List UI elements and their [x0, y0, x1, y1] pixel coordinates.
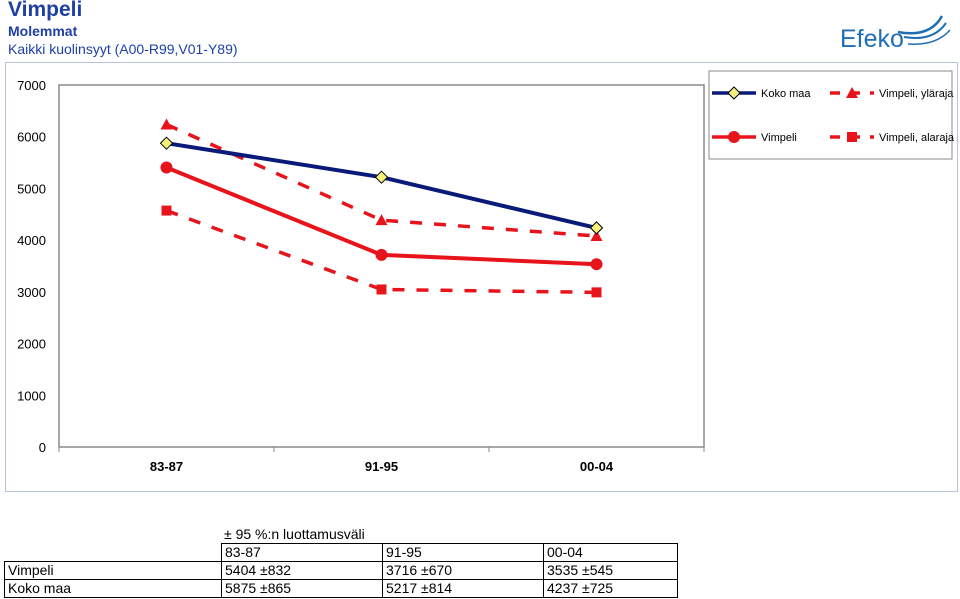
ci-row-label: Koko maa: [4, 579, 222, 598]
data-point: [375, 214, 388, 226]
y-tick-label: 6000: [17, 130, 46, 145]
ci-corner: [5, 544, 222, 562]
efeko-logo: Efeko: [840, 15, 951, 53]
legend-label: Vimpeli, yläraja: [879, 88, 954, 100]
data-point: [160, 161, 173, 174]
data-point: [591, 287, 602, 298]
data-point: [159, 136, 174, 150]
ci-header-row: 83-87 91-95 00-04: [5, 543, 678, 562]
data-point: [590, 258, 603, 271]
y-tick-label: 1000: [17, 388, 46, 403]
ci-table: 83-87 91-95 00-04 Vimpeli 5404 ±832 3716…: [4, 543, 678, 598]
ci-row-label: Vimpeli: [4, 561, 222, 580]
y-tick-label: 4000: [17, 233, 46, 248]
y-tick-label: 2000: [17, 337, 46, 352]
legend-box: [708, 70, 953, 160]
legend-marker: [846, 87, 858, 98]
ci-cell: 3716 ±670: [382, 561, 544, 580]
legend-marker: [727, 86, 741, 100]
ci-cell: 5217 ±814: [382, 579, 544, 598]
ci-row-koko-maa: Koko maa 5875 ±865 5217 ±814 4237 ±725: [4, 579, 678, 598]
y-tick-label: 0: [39, 440, 46, 455]
cause-label: Kaikki kuolinsyyt (A00-R99,V01-Y89): [8, 41, 238, 57]
x-tick-label: 83-87: [150, 459, 183, 474]
plot-area: [58, 84, 705, 448]
data-point: [376, 284, 387, 295]
ci-cell: 4237 ±725: [543, 579, 678, 598]
legend-label: Koko maa: [761, 88, 811, 100]
ci-row-vimpeli: Vimpeli 5404 ±832 3716 ±670 3535 ±545: [4, 561, 678, 580]
ci-caption: ± 95 %:n luottamusväli: [224, 526, 365, 542]
data-point: [375, 248, 388, 261]
ci-cell: 3535 ±545: [543, 561, 678, 580]
ci-col-header: 91-95: [382, 543, 544, 562]
data-point: [374, 170, 389, 184]
legend-marker: [847, 132, 857, 142]
data-point: [590, 230, 603, 242]
efeko-logo-text: Efeko: [840, 25, 904, 53]
page-title: Vimpeli: [8, 0, 83, 21]
data-point: [589, 221, 604, 235]
legend-label: Vimpeli, alaraja: [879, 132, 955, 144]
legend-marker: [728, 131, 740, 143]
series-line: [165, 208, 597, 295]
ci-col-header: 83-87: [221, 543, 383, 562]
legend-label: Vimpeli: [761, 132, 797, 144]
y-tick-label: 7000: [17, 78, 46, 93]
ci-cell: 5404 ±832: [221, 561, 383, 580]
y-tick-label: 3000: [17, 285, 46, 300]
ci-col-header: 00-04: [543, 543, 678, 562]
page-subtitle: Molemmat: [8, 23, 78, 39]
ci-cell: 5875 ±865: [221, 579, 383, 598]
data-point: [160, 118, 173, 130]
y-tick-label: 5000: [17, 181, 46, 196]
data-point: [161, 205, 172, 216]
x-tick-label: 00-04: [580, 459, 614, 474]
x-tick-label: 91-95: [365, 459, 398, 474]
